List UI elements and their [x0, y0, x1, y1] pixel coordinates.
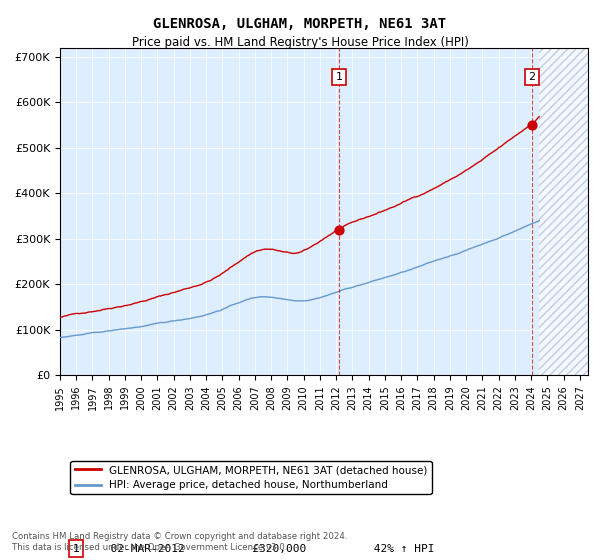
Text: Contains HM Land Registry data © Crown copyright and database right 2024.
This d: Contains HM Land Registry data © Crown c… — [12, 532, 347, 552]
Text: Price paid vs. HM Land Registry's House Price Index (HPI): Price paid vs. HM Land Registry's House … — [131, 36, 469, 49]
Text: GLENROSA, ULGHAM, MORPETH, NE61 3AT: GLENROSA, ULGHAM, MORPETH, NE61 3AT — [154, 17, 446, 31]
Text: 1: 1 — [335, 72, 343, 82]
Legend: GLENROSA, ULGHAM, MORPETH, NE61 3AT (detached house), HPI: Average price, detach: GLENROSA, ULGHAM, MORPETH, NE61 3AT (det… — [70, 461, 431, 494]
Text: 1: 1 — [73, 544, 79, 554]
Text: 2: 2 — [528, 72, 535, 82]
Point — [334, 225, 344, 234]
Text: 02-MAR-2012          £320,000          42% ↑ HPI: 02-MAR-2012 £320,000 42% ↑ HPI — [97, 544, 434, 554]
Point — [527, 120, 536, 129]
Bar — [539, 48, 588, 375]
